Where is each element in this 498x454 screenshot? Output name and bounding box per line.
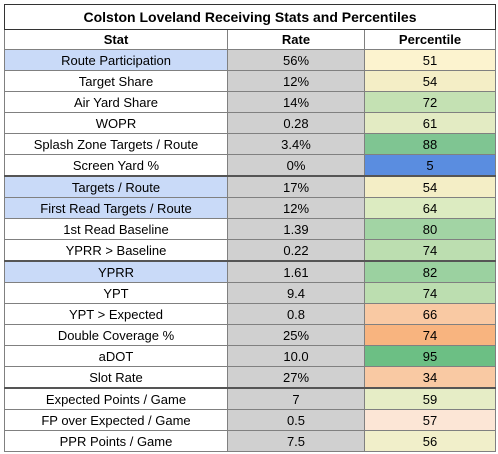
stats-table: Colston Loveland Receiving Stats and Per…	[4, 4, 496, 452]
stat-cell: Air Yard Share	[4, 91, 228, 113]
table-row: Slot Rate 27% 34	[4, 366, 496, 389]
table-row: Targets / Route 17% 54	[4, 175, 496, 198]
rate-cell: 0.28	[227, 112, 365, 134]
stat-cell: 1st Read Baseline	[4, 218, 228, 240]
percentile-cell: 64	[364, 197, 496, 219]
stat-cell: PPR Points / Game	[4, 430, 228, 452]
stat-cell: Expected Points / Game	[4, 387, 228, 410]
percentile-cell: 5	[364, 154, 496, 177]
stat-cell: YPRR > Baseline	[4, 239, 228, 262]
stat-cell: Splash Zone Targets / Route	[4, 133, 228, 155]
stat-cell: YPT > Expected	[4, 303, 228, 325]
rate-cell: 10.0	[227, 345, 365, 367]
table-row: aDOT 10.0 95	[4, 345, 496, 367]
rate-cell: 0.8	[227, 303, 365, 325]
rate-cell: 7	[227, 387, 365, 410]
stat-cell: Double Coverage %	[4, 324, 228, 346]
percentile-cell: 54	[364, 70, 496, 92]
stat-cell: First Read Targets / Route	[4, 197, 228, 219]
percentile-cell: 80	[364, 218, 496, 240]
rate-cell: 0%	[227, 154, 365, 177]
stats-sheet: Colston Loveland Receiving Stats and Per…	[4, 4, 496, 452]
column-header-stat: Stat	[4, 29, 228, 50]
percentile-cell: 34	[364, 366, 496, 389]
percentile-cell: 82	[364, 260, 496, 283]
stat-cell: YPT	[4, 282, 228, 304]
rate-cell: 1.61	[227, 260, 365, 283]
percentile-cell: 74	[364, 282, 496, 304]
table-row: Target Share 12% 54	[4, 70, 496, 92]
stat-cell: Slot Rate	[4, 366, 228, 389]
table-row: Air Yard Share 14% 72	[4, 91, 496, 113]
table-row: YPRR 1.61 82	[4, 260, 496, 283]
table-row: Splash Zone Targets / Route 3.4% 88	[4, 133, 496, 155]
rate-cell: 3.4%	[227, 133, 365, 155]
table-row: Route Participation 56% 51	[4, 49, 496, 71]
header-row: Stat Rate Percentile	[4, 29, 496, 50]
table-body: Route Participation 56% 51 Target Share 12% 5…	[4, 49, 496, 452]
rate-cell: 12%	[227, 70, 365, 92]
rate-cell: 12%	[227, 197, 365, 219]
rate-cell: 14%	[227, 91, 365, 113]
percentile-cell: 57	[364, 409, 496, 431]
rate-cell: 17%	[227, 175, 365, 198]
column-header-rate: Rate	[227, 29, 365, 50]
stat-cell: Target Share	[4, 70, 228, 92]
rate-cell: 27%	[227, 366, 365, 389]
percentile-cell: 72	[364, 91, 496, 113]
stat-cell: Screen Yard %	[4, 154, 228, 177]
table-row: Double Coverage % 25% 74	[4, 324, 496, 346]
stat-cell: aDOT	[4, 345, 228, 367]
percentile-cell: 59	[364, 387, 496, 410]
rate-cell: 1.39	[227, 218, 365, 240]
rate-cell: 25%	[227, 324, 365, 346]
rate-cell: 56%	[227, 49, 365, 71]
table-row: YPT > Expected 0.8 66	[4, 303, 496, 325]
percentile-cell: 51	[364, 49, 496, 71]
table-row: Screen Yard % 0% 5	[4, 154, 496, 177]
table-title: Colston Loveland Receiving Stats and Per…	[4, 4, 496, 30]
percentile-cell: 88	[364, 133, 496, 155]
percentile-cell: 74	[364, 324, 496, 346]
stat-cell: Targets / Route	[4, 175, 228, 198]
table-row: First Read Targets / Route 12% 64	[4, 197, 496, 219]
percentile-cell: 56	[364, 430, 496, 452]
table-row: YPT 9.4 74	[4, 282, 496, 304]
stat-cell: FP over Expected / Game	[4, 409, 228, 431]
stat-cell: Route Participation	[4, 49, 228, 71]
rate-cell: 9.4	[227, 282, 365, 304]
table-row: YPRR > Baseline 0.22 74	[4, 239, 496, 262]
rate-cell: 0.22	[227, 239, 365, 262]
stat-cell: YPRR	[4, 260, 228, 283]
percentile-cell: 66	[364, 303, 496, 325]
column-header-percentile: Percentile	[364, 29, 496, 50]
percentile-cell: 54	[364, 175, 496, 198]
title-row: Colston Loveland Receiving Stats and Per…	[4, 4, 496, 30]
stat-cell: WOPR	[4, 112, 228, 134]
table-row: Expected Points / Game 7 59	[4, 387, 496, 410]
table-row: PPR Points / Game 7.5 56	[4, 430, 496, 452]
table-row: FP over Expected / Game 0.5 57	[4, 409, 496, 431]
table-row: 1st Read Baseline 1.39 80	[4, 218, 496, 240]
rate-cell: 7.5	[227, 430, 365, 452]
percentile-cell: 61	[364, 112, 496, 134]
rate-cell: 0.5	[227, 409, 365, 431]
percentile-cell: 74	[364, 239, 496, 262]
percentile-cell: 95	[364, 345, 496, 367]
table-row: WOPR 0.28 61	[4, 112, 496, 134]
